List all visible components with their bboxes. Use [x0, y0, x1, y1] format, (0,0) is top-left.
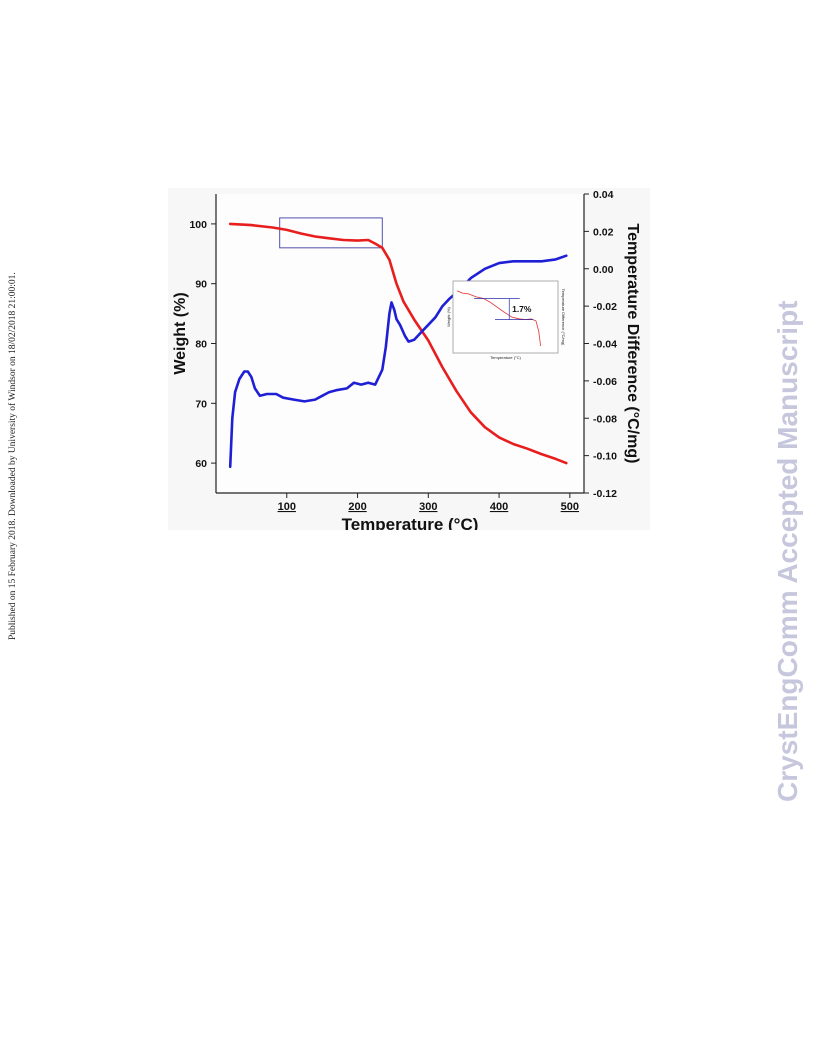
inset-frame: [452, 280, 559, 354]
chart-axes: [168, 188, 650, 530]
tga-dta-figure: 100 200 300 400 500 60 70 80 90 100 0.04 0.02 0.00 -0…: [168, 188, 650, 530]
publication-note: Published on 15 February 2018. Downloade…: [4, 230, 24, 650]
y-right-tick-label: -0.12: [593, 488, 617, 500]
inset-y-right-axis-title: Temperature Difference (°C/mg): [561, 289, 566, 346]
publication-note-text: Published on 15 February 2018. Downloade…: [8, 272, 18, 640]
y-right-tick-label: 0.04: [593, 189, 614, 201]
y-right-axis-title: Temperature Difference (°C/mg): [624, 224, 641, 464]
y-left-axis-title: Weight (%): [172, 292, 189, 374]
tga-dta-chart: 100 200 300 400 500 60 70 80 90 100 0.04 0.02 0.00 -0…: [168, 188, 650, 530]
y-left-tick-label: 80: [195, 339, 207, 351]
inset-x-axis-title: Temperature (°C): [490, 355, 521, 360]
journal-watermark: CrystEngComm Accepted Manuscript: [760, 250, 816, 810]
y-right-tick-label: 0.02: [593, 226, 614, 238]
inset-chart: 1.7% Temperature (°C) Weight (%) Temperatur…: [446, 280, 566, 360]
chart-labels: 100 200 300 400 500 60 70 80 90 100 0.04 0.02 0.00 -0…: [172, 189, 641, 530]
x-tick-label: 100: [278, 501, 296, 513]
y-right-tick-label: -0.10: [593, 451, 617, 463]
inset-annotation: 1.7%: [512, 304, 532, 314]
journal-watermark-text: CrystEngComm Accepted Manuscript: [772, 300, 803, 803]
x-tick-label: 200: [348, 501, 366, 513]
y-left-tick-label: 90: [195, 279, 207, 291]
x-axis-title: Temperature (°C): [342, 515, 479, 530]
weight-loss-curve: [228, 222, 568, 465]
y-right-tick-label: -0.02: [593, 301, 617, 313]
highlight-box: [279, 217, 383, 249]
y-right-tick-label: 0.00: [593, 264, 614, 276]
x-tick-label: 400: [490, 501, 508, 513]
inset-weight-curve: [456, 290, 542, 347]
y-right-tick-label: -0.08: [593, 413, 617, 425]
x-tick-label: 300: [419, 501, 437, 513]
y-left-tick-label: 100: [189, 219, 207, 231]
y-left-tick-label: 60: [195, 458, 207, 470]
y-left-tick-label: 70: [195, 398, 207, 410]
inset-y-axis-title: Weight (%): [446, 306, 451, 326]
y-right-tick-label: -0.06: [593, 376, 617, 388]
x-tick-label: 500: [561, 501, 579, 513]
y-right-tick-label: -0.04: [593, 339, 617, 351]
